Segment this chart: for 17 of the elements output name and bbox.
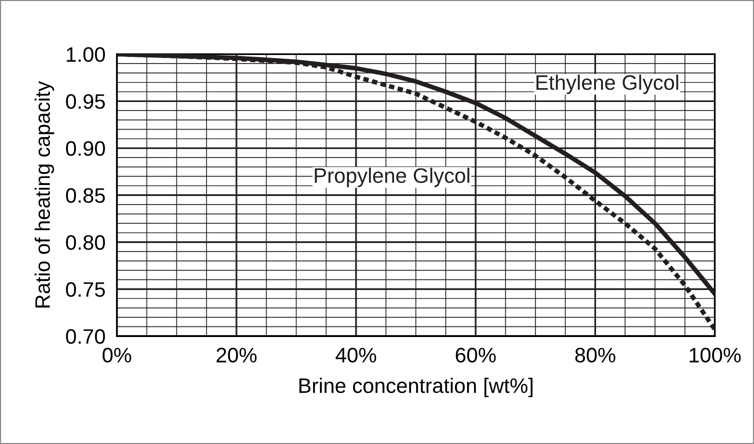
y-tick-label: 0.85 xyxy=(66,188,105,203)
y-tick-label: 0.95 xyxy=(66,94,105,109)
x-axis-title: Brine concentration [wt%] xyxy=(299,378,532,398)
y-tick-label: 1.00 xyxy=(66,47,105,62)
x-tick-label: 100% xyxy=(690,348,741,363)
x-tick-label: 0% xyxy=(102,348,132,363)
x-tick-label: 80% xyxy=(575,348,616,363)
text: Propylene Glycol xyxy=(314,168,470,188)
x-tick-label: 60% xyxy=(456,348,496,363)
series-label: Ethylene Glycol xyxy=(536,74,678,94)
x-tick-label: 40% xyxy=(336,348,376,363)
y-tick-label: 0.75 xyxy=(66,282,105,297)
y-axis-title: Ratio of heating capacity xyxy=(34,81,54,308)
x-tick-label: 20% xyxy=(216,348,257,363)
y-tick-label: 0.90 xyxy=(66,141,105,156)
y-tick-label: 0.70 xyxy=(66,329,105,344)
y-tick-label: 0.80 xyxy=(66,235,105,250)
